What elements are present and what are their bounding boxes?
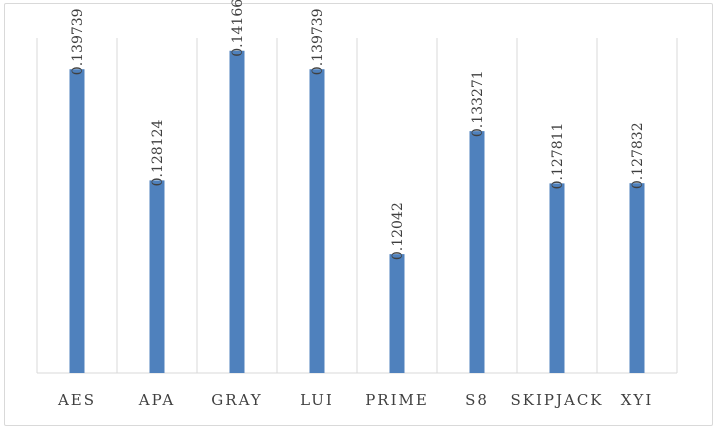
data-label-prime: 0.12042 — [390, 202, 406, 260]
category-label-prime: PRIME — [365, 391, 429, 409]
category-label-skipjack: SKIPJACK — [510, 391, 603, 409]
data-label-apa: 0.128124 — [150, 119, 166, 186]
category-label-aes: AES — [57, 391, 96, 409]
bar-series — [69, 50, 645, 373]
data-label-xyi: 0.127832 — [630, 122, 646, 189]
category-grid — [36, 38, 678, 374]
chart-frame — [4, 3, 713, 426]
category-labels: AES APA GRAY LUI PRIME S8 SKIPJACK XYI — [57, 391, 654, 409]
data-label-skipjack: 0.127811 — [550, 123, 566, 190]
data-label-lui: 0.139739 — [310, 8, 326, 75]
bar-s8 — [469, 131, 485, 373]
category-label-s8: S8 — [465, 391, 489, 409]
bar-gray — [229, 50, 245, 373]
bar-skipjack — [549, 183, 565, 373]
data-label-aes: 0.139739 — [70, 8, 86, 75]
category-label-lui: LUI — [300, 391, 334, 409]
bar-xyi — [629, 183, 645, 373]
data-label-s8: 0.133271 — [470, 70, 486, 137]
category-label-xyi: XYI — [621, 391, 654, 409]
bar-prime — [389, 254, 405, 373]
bar-lui — [309, 69, 325, 373]
bar-apa — [149, 180, 165, 373]
data-label-gray: 0.141668 — [230, 0, 246, 57]
data-labels: 0.139739 0.128124 0.141668 0.139739 0.12042 0… — [70, 0, 646, 260]
category-label-apa: APA — [138, 391, 175, 409]
bar-aes — [69, 69, 85, 373]
category-label-gray: GRAY — [211, 391, 262, 409]
